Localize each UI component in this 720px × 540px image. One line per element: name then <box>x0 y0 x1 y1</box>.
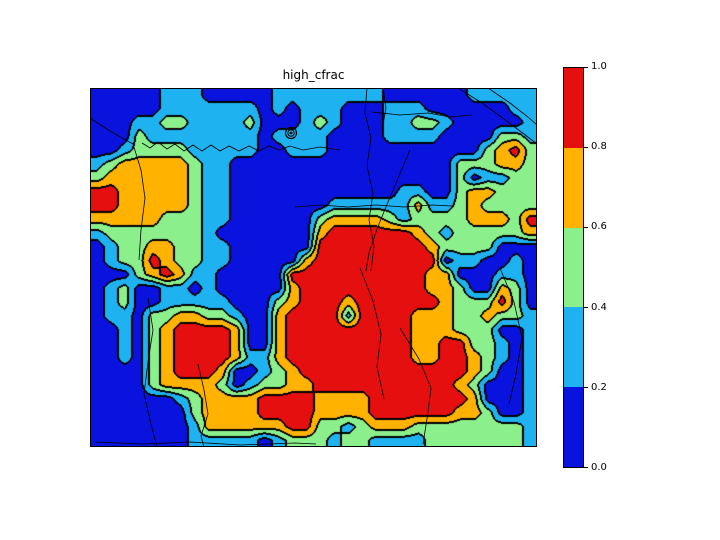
map-boundary-line <box>197 363 209 447</box>
colorbar-segment <box>564 307 583 388</box>
colorbar-tick <box>584 467 588 468</box>
spiral-marker-icon <box>289 131 293 135</box>
map-boundary-line <box>499 267 523 405</box>
colorbar-segment <box>564 387 583 467</box>
map-boundary-line <box>94 441 317 446</box>
map-boundary-line <box>359 267 385 400</box>
colorbar-tick-label: 0.4 <box>591 301 607 313</box>
colorbar-tick <box>584 387 588 389</box>
colorbar-tick <box>584 307 588 309</box>
plot-area <box>90 88 537 447</box>
colorbar-tick-label: 0.6 <box>591 221 607 233</box>
colorbar: 1.0 0.8 0.6 0.4 0.2 0.0 <box>563 61 633 473</box>
colorbar-tick-label: 1.0 <box>591 61 607 72</box>
colorbar-tick-label: 0.8 <box>591 141 607 153</box>
map-boundary-line <box>381 88 387 131</box>
map-boundary-line <box>487 88 537 126</box>
spiral-marker-icon <box>287 129 295 137</box>
map-boundary-line <box>371 111 473 118</box>
colorbar-tick <box>584 226 588 228</box>
colorbar-tick <box>584 146 588 148</box>
colorbar-tick <box>584 67 588 68</box>
map-boundary-line <box>365 149 411 272</box>
map-boundary-line <box>90 117 146 261</box>
spiral-marker-icon <box>284 126 298 140</box>
colorbar-tick-label: 0.2 <box>591 381 607 393</box>
colorbar-tick-label: 0.0 <box>591 462 607 473</box>
map-boundary-line <box>294 204 453 208</box>
map-boundary-line <box>364 88 375 272</box>
colorbar-segment <box>564 227 583 308</box>
map-overlay <box>90 88 537 447</box>
map-boundary-line <box>457 88 537 145</box>
map-boundary-line <box>141 141 341 152</box>
map-boundary-line <box>399 327 432 445</box>
plot-title: high_cfrac <box>282 68 345 82</box>
colorbar-segment <box>564 68 583 148</box>
map-boundary-line <box>143 297 158 447</box>
colorbar-segment <box>564 147 583 228</box>
colorbar-bar <box>563 67 584 468</box>
